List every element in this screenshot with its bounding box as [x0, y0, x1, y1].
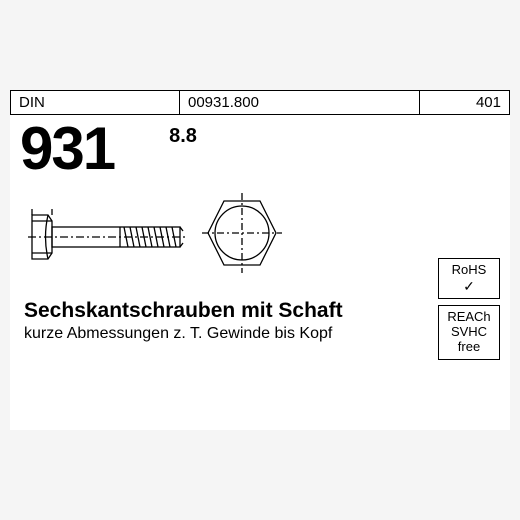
main-row: 931 8.8 [10, 115, 510, 179]
reach-badge: REACh SVHC free [438, 305, 500, 360]
reach-line1: REACh [441, 310, 497, 325]
strength-grade: 8.8 [169, 125, 197, 148]
product-spec-card: DIN 00931.800 401 931 8.8 [10, 90, 510, 430]
rohs-label: RoHS [441, 263, 497, 278]
technical-drawings: RoHS ✓ REACh SVHC free [10, 183, 510, 293]
bolt-side-view-icon [28, 203, 188, 273]
compliance-badges: RoHS ✓ REACh SVHC free [438, 258, 500, 360]
header-standard: DIN [10, 91, 180, 114]
check-icon: ✓ [441, 278, 497, 294]
product-subtitle: kurze Abmessungen z. T. Gewinde bis Kopf [24, 325, 496, 343]
title-block: Sechskantschrauben mit Schaft kurze Abme… [10, 299, 510, 343]
product-title: Sechskantschrauben mit Schaft [24, 299, 496, 323]
header-ref: 401 [420, 91, 510, 114]
din-number: 931 [20, 119, 114, 179]
reach-line2: SVHC [441, 325, 497, 340]
header-code: 00931.800 [180, 91, 420, 114]
header-row: DIN 00931.800 401 [10, 90, 510, 115]
reach-line3: free [441, 340, 497, 355]
rohs-badge: RoHS ✓ [438, 258, 500, 299]
hex-front-view-icon [202, 193, 282, 273]
